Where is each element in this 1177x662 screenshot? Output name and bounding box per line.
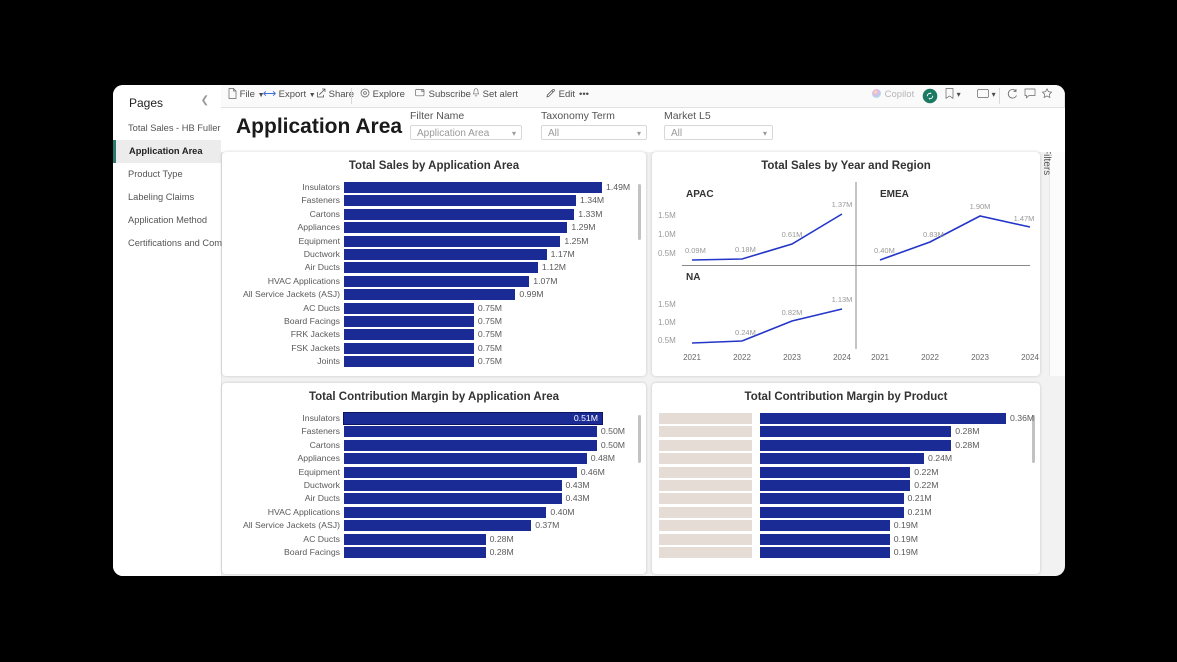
svg-text:0.18M: 0.18M xyxy=(735,245,756,254)
svg-text:1.90M: 1.90M xyxy=(970,202,991,211)
svg-text:2022: 2022 xyxy=(921,353,939,362)
svg-text:2022: 2022 xyxy=(733,353,751,362)
svg-text:0.61M: 0.61M xyxy=(782,230,803,239)
svg-text:APAC: APAC xyxy=(686,189,714,200)
svg-text:1.5M: 1.5M xyxy=(658,211,676,220)
svg-text:2021: 2021 xyxy=(871,353,889,362)
svg-text:2024: 2024 xyxy=(833,353,851,362)
svg-text:2023: 2023 xyxy=(971,353,989,362)
svg-text:NA: NA xyxy=(686,272,700,283)
svg-text:0.24M: 0.24M xyxy=(735,328,756,337)
svg-text:2021: 2021 xyxy=(683,353,701,362)
svg-text:0.40M: 0.40M xyxy=(874,246,895,255)
svg-text:1.5M: 1.5M xyxy=(658,300,676,309)
svg-text:1.47M: 1.47M xyxy=(1014,214,1035,223)
svg-text:0.83M: 0.83M xyxy=(923,230,944,239)
svg-text:0.09M: 0.09M xyxy=(685,246,706,255)
svg-text:0.82M: 0.82M xyxy=(782,308,803,317)
svg-text:1.0M: 1.0M xyxy=(658,230,676,239)
svg-text:1.0M: 1.0M xyxy=(658,318,676,327)
svg-text:1.13M: 1.13M xyxy=(832,295,853,304)
svg-text:2023: 2023 xyxy=(783,353,801,362)
svg-text:2024: 2024 xyxy=(1021,353,1039,362)
svg-text:1.37M: 1.37M xyxy=(832,200,853,209)
svg-text:EMEA: EMEA xyxy=(880,189,909,200)
svg-text:0.5M: 0.5M xyxy=(658,249,676,258)
svg-text:0.5M: 0.5M xyxy=(658,336,676,345)
